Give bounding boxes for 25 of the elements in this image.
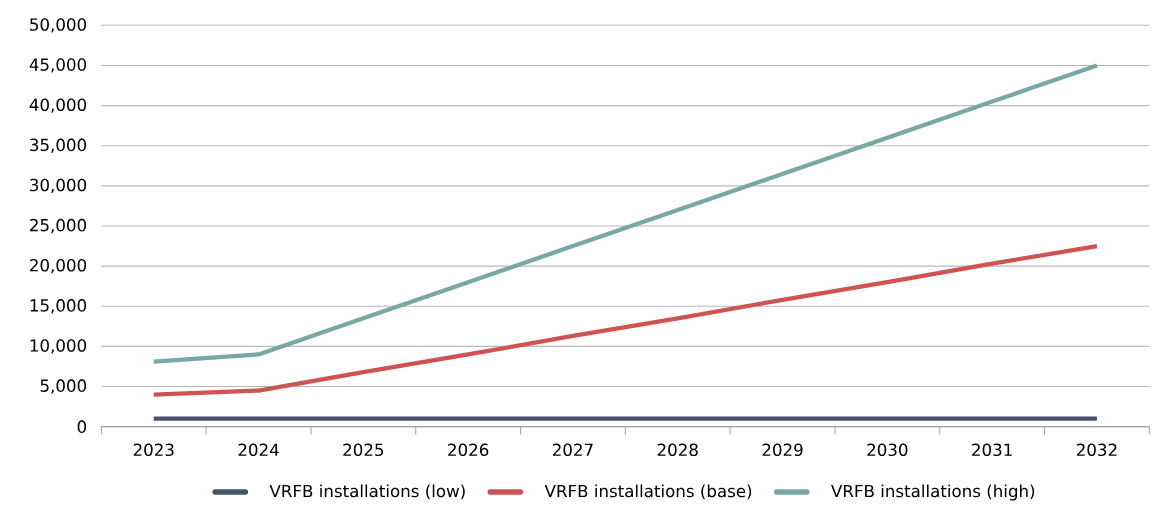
y-tick-label: 5,000 — [40, 379, 87, 394]
y-tick-label: 40,000 — [29, 98, 87, 113]
y-tick-label: 50,000 — [30, 18, 87, 33]
x-tick-label: 2032 — [1076, 443, 1117, 457]
y-tick-label: 30,000 — [30, 178, 87, 194]
x-tick-label: 2024 — [238, 443, 279, 457]
x-tick-label: 2028 — [657, 443, 698, 457]
y-tick-label: 45,000 — [29, 58, 87, 73]
x-tick-label: 2030 — [867, 443, 908, 457]
y-tick-label: 20,000 — [30, 258, 87, 274]
legend-label: VRFB installations (low) — [269, 484, 465, 500]
x-tick-label: 2029 — [762, 443, 803, 457]
y-tick-label: 15,000 — [30, 299, 87, 314]
line-series — [151, 243, 1100, 397]
y-tick-label: 10,000 — [30, 339, 87, 354]
x-tick-label: 2031 — [972, 443, 1012, 457]
y-tick-label: 0 — [77, 420, 87, 433]
y-tick-label: 35,000 — [30, 138, 87, 153]
x-tick-label: 2027 — [552, 443, 593, 457]
x-tick-label: 2026 — [448, 443, 489, 457]
legend-label: VRFB installations (base) — [544, 484, 752, 500]
legend-label: VRFB installations (high) — [831, 484, 1035, 501]
x-tick-label: 2025 — [343, 443, 384, 457]
x-tick-label: 2023 — [133, 443, 174, 457]
y-tick-label: 25,000 — [30, 218, 87, 234]
